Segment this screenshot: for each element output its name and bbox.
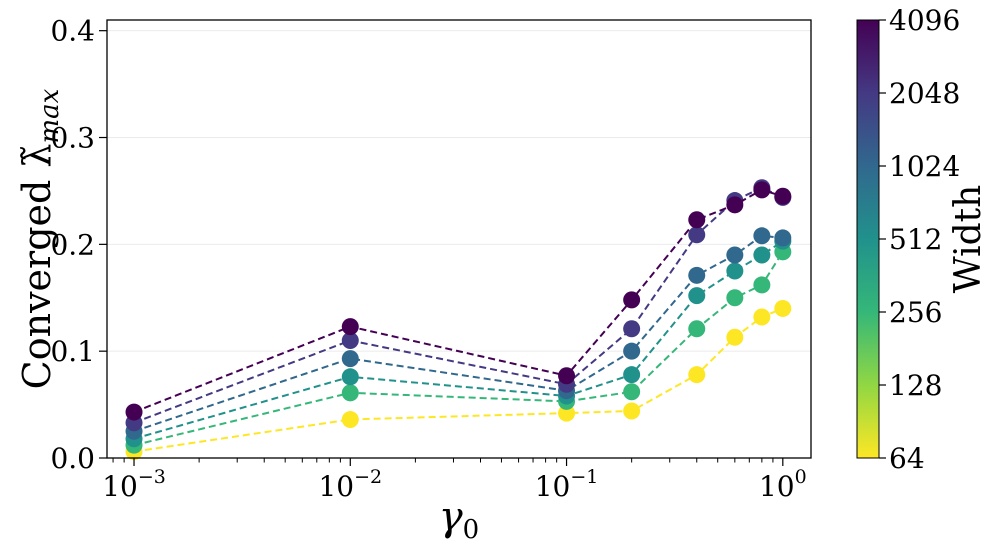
colorbar-tick-label: 512: [889, 223, 942, 256]
x-tick-label: 100: [759, 466, 807, 503]
data-point: [688, 320, 706, 338]
data-point: [341, 318, 359, 336]
data-point: [688, 266, 706, 284]
series-line: [133, 240, 784, 440]
x-axis-title: γ0: [439, 494, 479, 544]
data-point: [774, 187, 792, 205]
y-tick-label: 0.4: [50, 15, 95, 48]
data-point: [623, 383, 641, 401]
colorbar-tick-label: 2048: [889, 77, 960, 110]
series-width-64: [125, 299, 792, 461]
data-point: [774, 229, 792, 247]
series-width-2048: [125, 181, 792, 421]
data-point: [753, 227, 771, 245]
colorbar-gradient: [856, 19, 880, 459]
data-point: [558, 367, 576, 385]
x-tick-exponent: 0: [795, 466, 807, 488]
data-point: [623, 320, 641, 338]
data-point: [341, 384, 359, 402]
colorbar-tick-label: 256: [889, 296, 942, 329]
data-point: [753, 246, 771, 264]
data-point: [726, 328, 744, 346]
x-tick-base: 10: [535, 470, 571, 503]
data-point: [623, 291, 641, 309]
data-point: [726, 246, 744, 264]
y-tick-label: 0.1: [50, 335, 95, 368]
data-point: [623, 342, 641, 360]
series-line: [133, 188, 784, 414]
colorbar: 64 128 256 512 1024 2048 4096 Width: [856, 4, 989, 475]
data-point: [688, 287, 706, 305]
x-axis-title-sub: 0: [463, 515, 480, 544]
data-point: [726, 196, 744, 214]
data-point: [774, 299, 792, 317]
data-point: [125, 403, 143, 421]
series-line: [133, 251, 784, 447]
x-tick-label: 10−1: [535, 466, 599, 503]
data-point: [688, 366, 706, 384]
data-point: [623, 402, 641, 420]
colorbar-tick-label: 1024: [889, 150, 960, 183]
data-point: [558, 404, 576, 422]
axes: 0.00.10.20.30.410−3 10−2 10−1 100: [50, 15, 806, 503]
series-width-256: [125, 232, 792, 448]
y-axis-title-sub: max: [35, 88, 65, 143]
y-tick-label: 0.0: [50, 442, 95, 475]
data-point: [726, 289, 744, 307]
x-tick-label: 10−3: [102, 466, 166, 503]
y-tick-label: 0.3: [50, 122, 95, 155]
x-tick-base: 10: [318, 470, 354, 503]
series-line: [133, 234, 783, 433]
colorbar-tick-label: 128: [889, 369, 942, 402]
colorbar-tick-label: 64: [889, 442, 925, 475]
x-tick-exponent: −3: [138, 466, 166, 488]
data-point: [341, 368, 359, 386]
series-width-512: [125, 227, 792, 440]
data-point: [341, 411, 359, 429]
colorbar-tick-label: 4096: [889, 4, 960, 37]
y-tick-label: 0.2: [50, 228, 95, 261]
x-tick-exponent: −1: [570, 466, 598, 488]
x-tick-label: 10−2: [318, 466, 382, 503]
x-tick-base: 10: [759, 470, 795, 503]
data-point: [341, 350, 359, 368]
data-point: [341, 331, 359, 349]
x-axis-title-main: γ: [439, 494, 463, 540]
series-group: [125, 179, 792, 461]
colorbar-ticks: 64 128 256 512 1024 2048 4096: [879, 4, 960, 475]
data-point: [753, 308, 771, 326]
data-point: [753, 276, 771, 294]
data-point: [753, 181, 771, 199]
x-tick-exponent: −2: [354, 466, 382, 488]
grid-lines: [107, 30, 811, 459]
y-axis-title-main: Converged λ̃: [15, 143, 59, 389]
series-line: [133, 307, 784, 453]
y-axis-title: Converged λ̃max: [15, 88, 65, 389]
data-point: [726, 262, 744, 280]
data-point: [688, 211, 706, 229]
data-point: [623, 366, 641, 384]
plot-area-frame: [106, 19, 812, 459]
series-line: [133, 186, 784, 424]
colorbar-title: Width: [948, 185, 989, 294]
x-tick-base: 10: [102, 470, 138, 503]
data-point: [688, 226, 706, 244]
